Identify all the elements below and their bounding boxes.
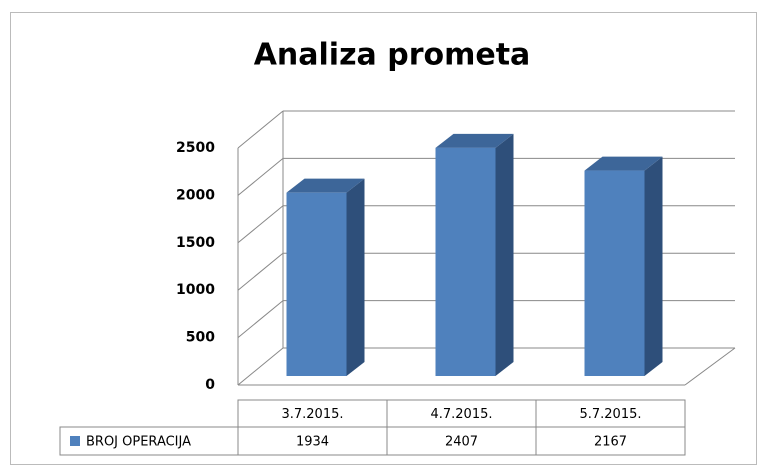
legend-swatch <box>70 436 80 446</box>
bar-side <box>495 133 514 376</box>
value-label: 2167 <box>594 435 627 450</box>
table-cell <box>535 426 686 456</box>
grid-line <box>237 110 284 149</box>
bar <box>435 147 496 376</box>
bar-side <box>346 178 365 376</box>
value-label: 2407 <box>445 435 478 450</box>
bar <box>286 192 347 376</box>
category-label: 5.7.2015. <box>579 407 641 422</box>
grid-line <box>237 347 284 386</box>
y-tick-label: 2000 <box>176 187 215 203</box>
category-label: 3.7.2015. <box>281 407 343 422</box>
grid-line <box>237 158 284 196</box>
category-label: 4.7.2015. <box>430 407 492 422</box>
y-tick-label: 1500 <box>176 235 215 251</box>
bar <box>584 170 645 376</box>
y-tick-label: 0 <box>205 377 215 393</box>
bar-top <box>435 133 514 148</box>
y-tick-label: 500 <box>186 330 215 346</box>
legend-cell <box>59 426 239 456</box>
grid-line <box>237 205 284 244</box>
bar-top <box>584 156 663 171</box>
value-label: 1934 <box>296 435 329 450</box>
grid-line <box>237 300 284 338</box>
y-tick-label: 2500 <box>176 140 215 156</box>
chart-title: Analiza prometa <box>254 38 531 73</box>
floor-right <box>684 347 736 386</box>
y-tick-label: 1000 <box>176 282 215 298</box>
bar-top <box>286 178 365 193</box>
grid-line <box>237 252 284 291</box>
legend-label: BROJ OPERACIJA <box>86 435 191 450</box>
bar-side <box>644 156 663 376</box>
